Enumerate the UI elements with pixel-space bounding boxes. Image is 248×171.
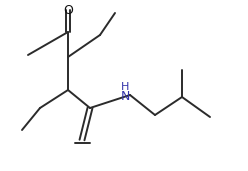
Text: H: H bbox=[121, 82, 129, 92]
Text: N: N bbox=[120, 90, 130, 103]
Text: O: O bbox=[63, 3, 73, 16]
